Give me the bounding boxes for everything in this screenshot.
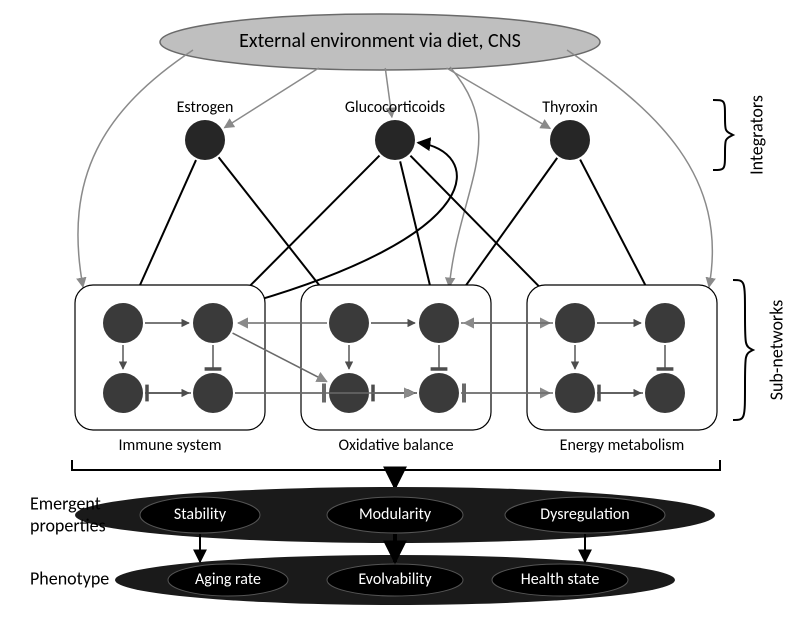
- subnet-box-energy: [527, 285, 717, 430]
- subnet-ox-node-1: [419, 303, 459, 343]
- subnet-immune-node-2: [103, 373, 143, 413]
- subnet-label-immune: Immune system: [118, 436, 221, 455]
- integrator-label-gluco: Glucocorticoids: [345, 98, 445, 117]
- subnet-ox-node-0: [329, 303, 369, 343]
- integ-estrogen-to-immune0: [132, 160, 196, 302]
- emergent-pill-label-2: Dysregulation: [540, 505, 629, 524]
- subnet-box-immune: [75, 285, 265, 430]
- env-to-box-ox: [449, 67, 479, 287]
- env-to-thyroxin: [447, 68, 551, 128]
- subnet-immune-node-3: [193, 373, 233, 413]
- integrator-label-thyroxin: Thyroxin: [542, 98, 598, 117]
- phenotype-pill-label-0: Aging rate: [195, 570, 261, 589]
- subnet-energy-node-1: [645, 303, 685, 343]
- subnetworks-brace: [733, 280, 753, 420]
- integ-gluco-to-energy0: [410, 156, 558, 307]
- output-bracket: [72, 460, 720, 470]
- integrator-estrogen: [185, 120, 225, 160]
- integrators-brace: [713, 100, 733, 170]
- subnet-label-energy: Energy metabolism: [560, 436, 685, 455]
- emergent-row-label-1: Emergent: [30, 492, 101, 514]
- subnet-ox-node-3: [419, 373, 459, 413]
- integrator-label-estrogen: Estrogen: [177, 98, 234, 117]
- integrators-side-label: Integrators: [745, 95, 767, 175]
- env-to-box-energy: [567, 50, 712, 287]
- integrator-gluco: [375, 120, 415, 160]
- integ-gluco-to-immune1: [229, 156, 379, 307]
- subnet-energy-node-3: [645, 373, 685, 413]
- subnet-box-ox: [301, 285, 491, 430]
- subnetworks-side-label: Sub-networks: [765, 300, 787, 401]
- emergent-row-label-2: properties: [30, 514, 106, 536]
- integ-estrogen-to-ox0: [219, 157, 335, 305]
- env-to-box-immune: [78, 50, 193, 287]
- env-to-estrogen: [224, 68, 318, 128]
- phenotype-pill-label-1: Evolvability: [358, 570, 432, 589]
- diagram-canvas: External environment via diet, CNS Estrog…: [0, 0, 796, 624]
- subnet-label-ox: Oxidative balance: [338, 436, 453, 455]
- subnet-energy-node-0: [555, 303, 595, 343]
- integrator-thyroxin: [550, 120, 590, 160]
- phenotype-pill-label-2: Health state: [521, 570, 600, 589]
- emergent-pill-label-0: Stability: [174, 505, 227, 524]
- subnet-immune-node-0: [103, 303, 143, 343]
- integ-thyroxin-to-ox1: [452, 158, 557, 304]
- environment-label: External environment via diet, CNS: [239, 29, 521, 53]
- phenotype-row-label: Phenotype: [30, 567, 109, 589]
- integ-thyroxin-to-energy1: [580, 160, 654, 303]
- emergent-pill-label-1: Modularity: [359, 505, 432, 524]
- subnet-energy-node-2: [555, 373, 595, 413]
- subnet-immune-node-1: [193, 303, 233, 343]
